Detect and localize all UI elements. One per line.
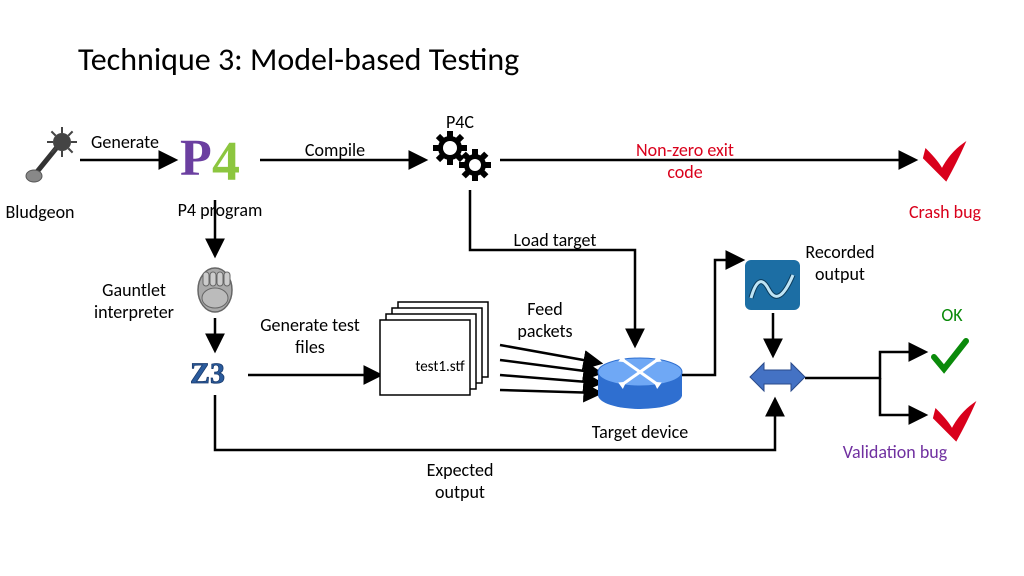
diagram-label: Gauntlet interpreter bbox=[84, 279, 184, 323]
gauntlet-icon bbox=[198, 268, 232, 312]
slide-title: Technique 3: Model-based Testing bbox=[78, 40, 519, 79]
diagram-label: P4C bbox=[400, 111, 520, 133]
testfiles-icon bbox=[380, 302, 488, 395]
crashbug-icon bbox=[924, 144, 964, 180]
diagram-label: Bludgeon bbox=[0, 201, 100, 223]
z3-icon: Z3 bbox=[190, 357, 225, 390]
diagram-label: Generate bbox=[65, 131, 185, 153]
diagram-label: Validation bug bbox=[835, 441, 955, 463]
compare-icon bbox=[750, 363, 805, 391]
diagram-label: Non-zero exit code bbox=[625, 139, 745, 183]
diagram-label: Target device bbox=[580, 421, 700, 443]
diagram-label: Expected output bbox=[400, 459, 520, 503]
diagram-label: Compile bbox=[275, 139, 395, 161]
diagram-label: Recorded output bbox=[780, 241, 900, 285]
diagram-label: test1.stf bbox=[380, 358, 500, 376]
valbug-icon bbox=[934, 404, 974, 440]
diagram-label: P4 program bbox=[160, 199, 280, 221]
p4program-icon: P4 bbox=[180, 130, 240, 193]
diagram-label: Load target bbox=[495, 229, 615, 251]
p4c-icon bbox=[433, 131, 491, 181]
svg-text:Z3: Z3 bbox=[190, 357, 225, 390]
ok-icon bbox=[934, 341, 966, 369]
diagram-label: OK bbox=[892, 304, 1012, 326]
svg-text:4: 4 bbox=[212, 131, 240, 193]
diagram-label: Generate test files bbox=[260, 314, 360, 358]
diagram-label: Crash bug bbox=[885, 201, 1005, 223]
diagram-label: Feed packets bbox=[505, 298, 585, 342]
target-icon bbox=[598, 355, 682, 409]
